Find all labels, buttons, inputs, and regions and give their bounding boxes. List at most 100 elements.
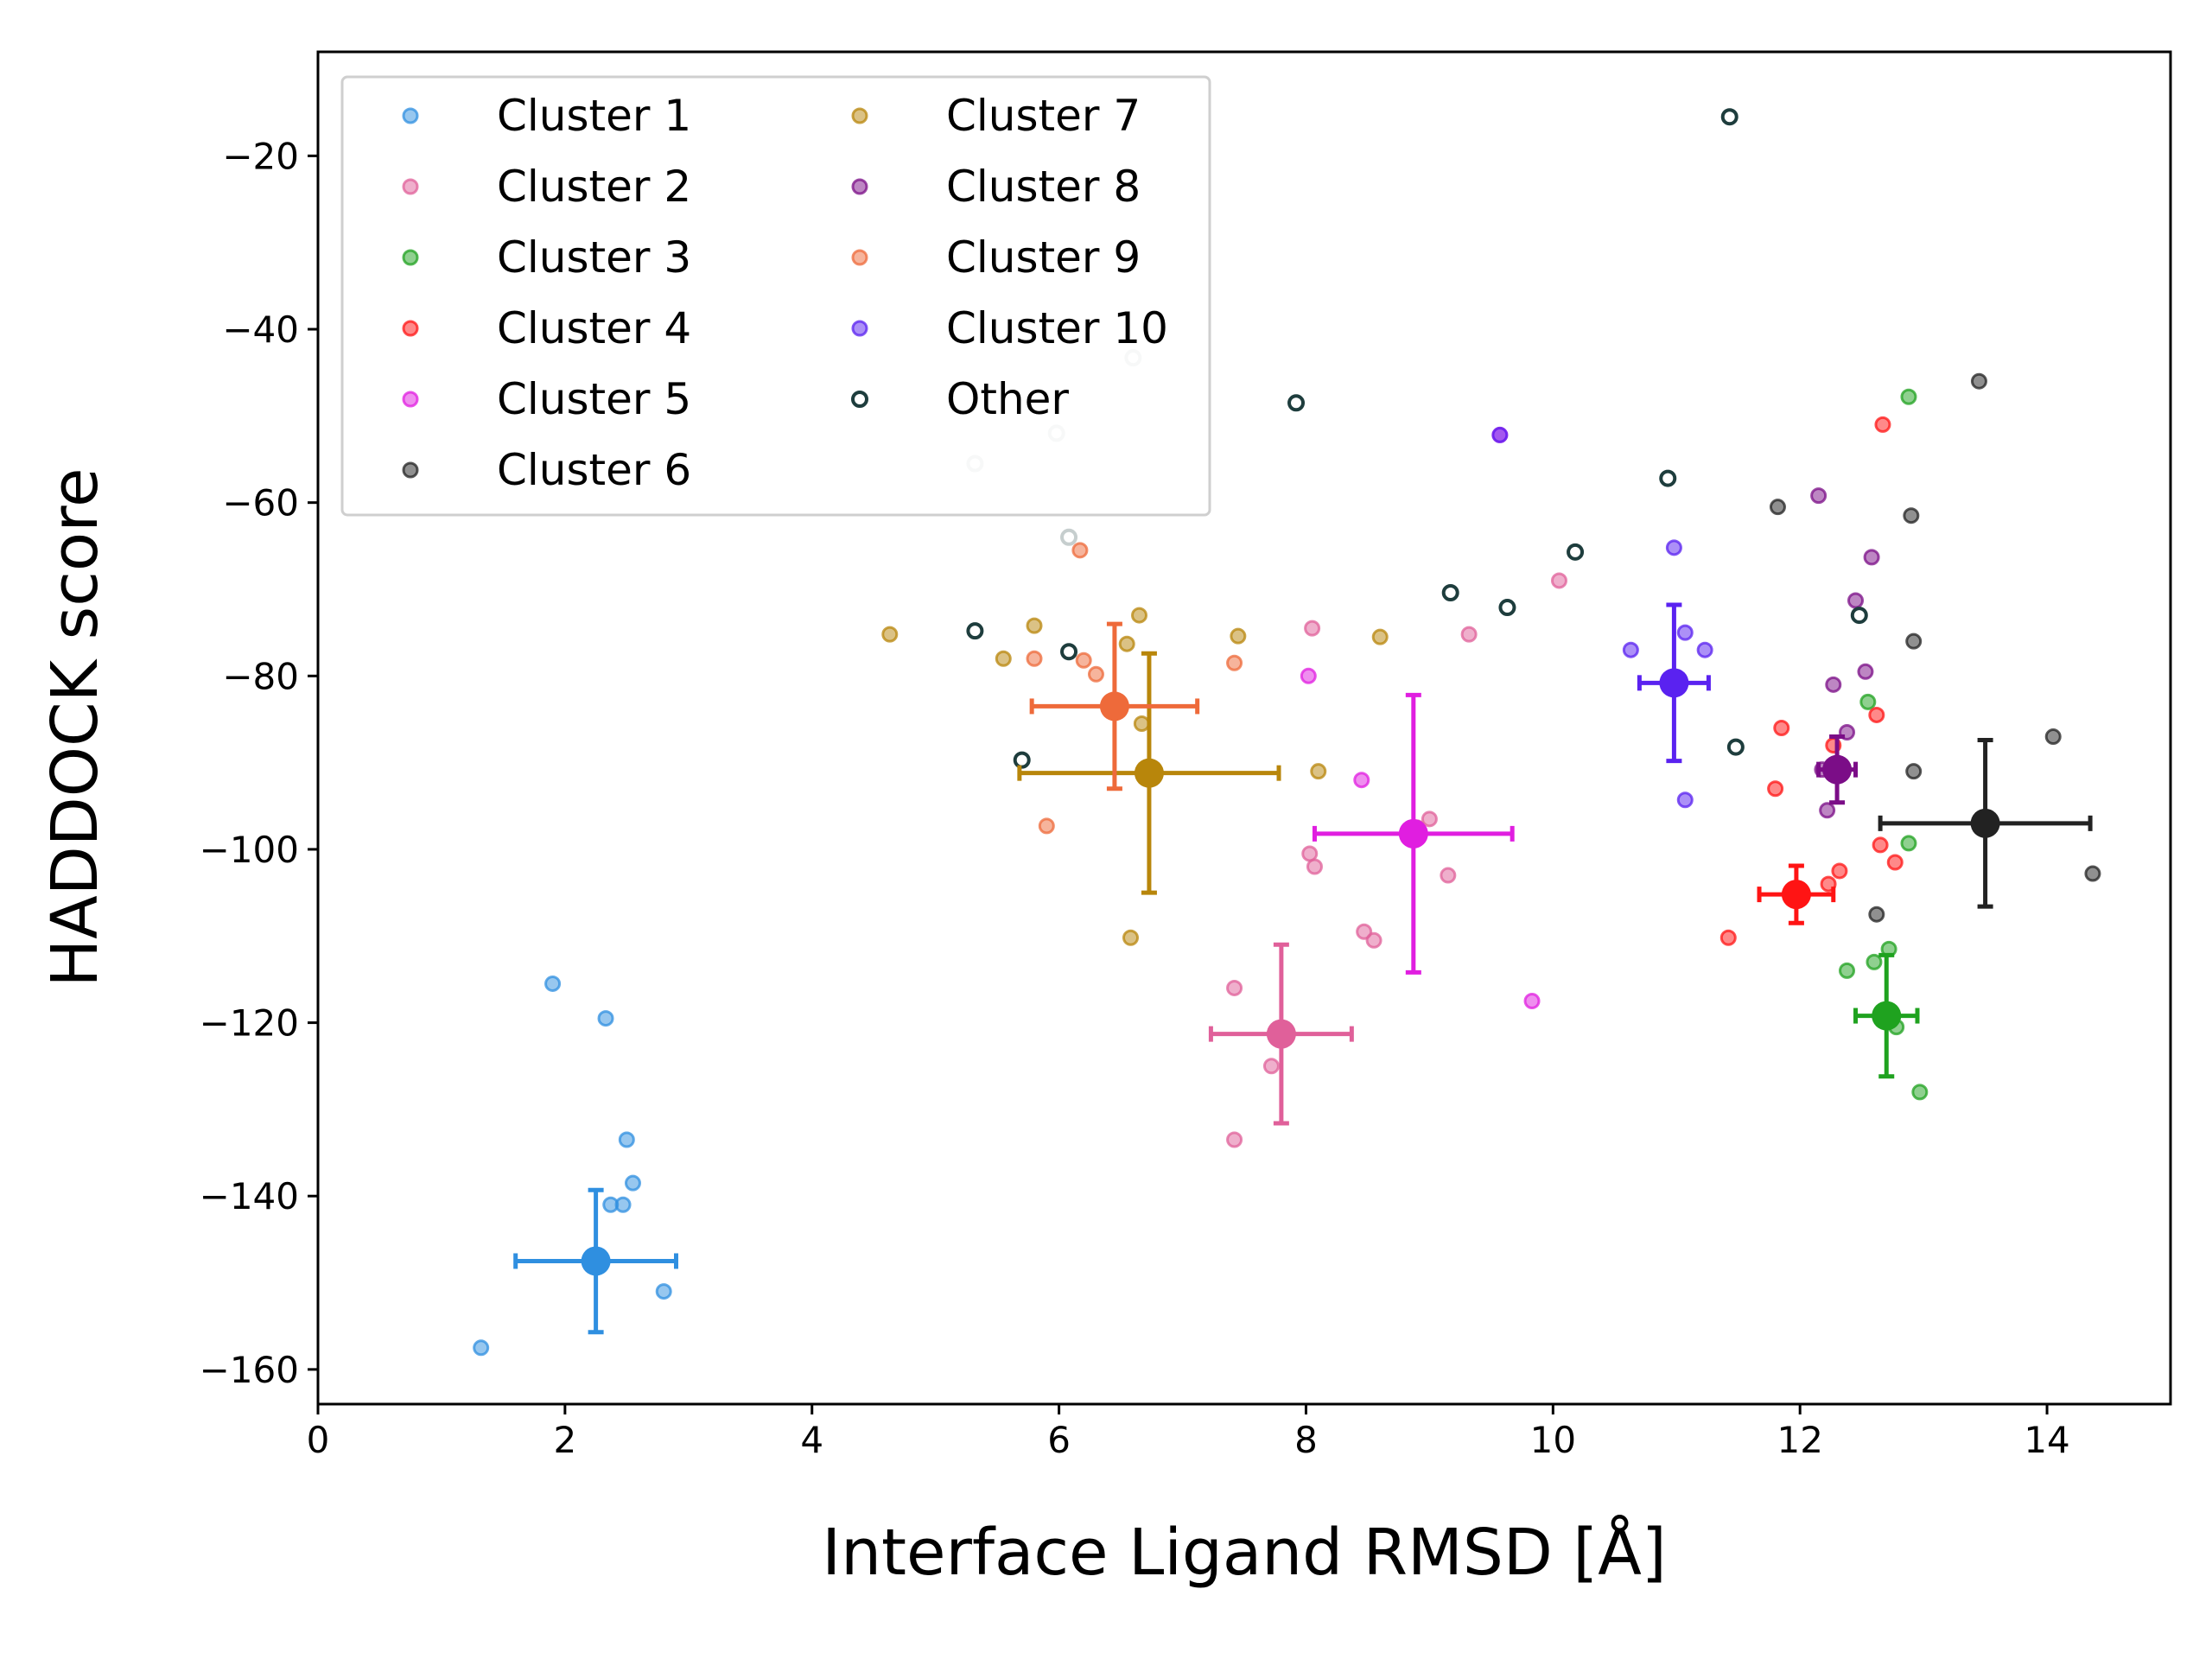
axes-frame — [316, 50, 2172, 1406]
data-point — [1819, 802, 1836, 819]
x-tick-label: 14 — [2024, 1419, 2069, 1461]
cluster-mean-marker — [1872, 1001, 1902, 1031]
cluster-mean-marker — [1099, 691, 1129, 721]
data-point — [1356, 923, 1373, 940]
data-point — [966, 622, 984, 640]
data-point — [1839, 962, 1856, 979]
data-point — [2044, 728, 2062, 746]
y-tick-label: −140 — [200, 1175, 299, 1217]
data-point — [881, 626, 899, 643]
data-point — [1421, 810, 1438, 828]
data-point — [1900, 388, 1917, 405]
data-point — [1720, 108, 1738, 126]
x-tick-label: 6 — [1047, 1419, 1071, 1461]
data-point — [1491, 426, 1509, 443]
data-point — [597, 1010, 614, 1027]
data-point — [1122, 929, 1140, 946]
data-point — [1262, 1058, 1280, 1075]
data-point — [1287, 394, 1306, 412]
legend-marker — [402, 178, 419, 195]
cluster-mean-marker — [1970, 808, 2000, 838]
legend-marker — [851, 107, 868, 124]
data-point — [1498, 599, 1516, 617]
data-point — [1226, 654, 1243, 671]
data-point — [1825, 676, 1842, 693]
x-tick-label: 4 — [800, 1419, 823, 1461]
data-point — [1872, 836, 1889, 854]
data-point — [1911, 1084, 1929, 1101]
data-point — [1847, 592, 1865, 609]
legend-marker — [851, 320, 868, 337]
x-tick-label: 0 — [307, 1419, 330, 1461]
legend-label: Cluster 3 — [497, 232, 691, 283]
data-point — [1523, 993, 1541, 1010]
data-point — [1810, 487, 1827, 505]
y-tick-label: −40 — [222, 308, 299, 351]
data-point — [1133, 715, 1150, 732]
legend-frame — [340, 75, 1211, 517]
cluster-mean-marker — [581, 1246, 611, 1276]
y-tick-label: −120 — [200, 1002, 299, 1045]
legend-marker — [402, 107, 419, 124]
data-point — [1868, 906, 1885, 923]
data-point — [1371, 628, 1389, 645]
data-point — [544, 975, 562, 992]
data-point — [1767, 780, 1784, 798]
data-point — [1905, 632, 1923, 650]
legend-marker — [851, 249, 868, 266]
legend-label: Cluster 5 — [497, 374, 691, 424]
data-point — [1900, 835, 1917, 852]
data-point — [1304, 620, 1321, 637]
data-point — [1866, 953, 1883, 970]
data-point — [1831, 862, 1848, 880]
data-point — [1903, 507, 1920, 524]
data-point — [1769, 499, 1786, 516]
data-point — [1026, 617, 1043, 634]
cluster-mean-marker — [1134, 758, 1164, 788]
legend-label: Cluster 6 — [497, 445, 691, 495]
data-point — [1353, 772, 1370, 789]
data-point — [1676, 791, 1694, 809]
data-point — [1874, 416, 1891, 433]
legend-marker — [851, 178, 868, 195]
data-point — [1060, 643, 1078, 661]
data-point — [1071, 542, 1089, 559]
data-point — [1306, 858, 1323, 875]
axis-ticks: 0 2 4 6 8 10 12 14 −20 −40 −60 −80 −100 −120 −140 −160 — [200, 135, 2070, 1461]
data-point — [2084, 865, 2101, 882]
data-point — [1131, 607, 1148, 624]
data-point — [1087, 665, 1104, 683]
data-point — [1226, 979, 1243, 996]
x-axis-label: Interface Ligand RMSD [Å] — [822, 1514, 1666, 1590]
legend-marker — [402, 320, 419, 337]
data-point — [1013, 751, 1031, 769]
data-point — [1226, 1131, 1243, 1148]
legend-label: Cluster 7 — [946, 91, 1141, 141]
x-tick-label: 10 — [1530, 1419, 1576, 1461]
data-point — [995, 650, 1012, 667]
data-point — [1038, 817, 1055, 835]
data-point — [1773, 720, 1790, 736]
data-point — [1026, 650, 1043, 667]
data-point — [624, 1174, 641, 1192]
data-point — [1850, 607, 1868, 625]
data-point — [1440, 867, 1457, 884]
legend-label: Cluster 10 — [946, 303, 1168, 353]
y-tick-label: −100 — [200, 829, 299, 871]
legend-marker — [851, 391, 868, 408]
legend-marker — [402, 391, 419, 408]
x-tick-label: 8 — [1294, 1419, 1318, 1461]
data-point — [614, 1196, 632, 1213]
data-point — [1868, 706, 1885, 723]
y-tick-label: −20 — [222, 135, 299, 177]
legend-label: Cluster 4 — [497, 303, 691, 353]
cluster-mean-marker — [1822, 754, 1853, 785]
y-axis-label: HADDOCK score — [38, 467, 112, 987]
legend: Cluster 1 Cluster 2 Cluster 3 Cluster 4 Clus… — [340, 75, 1211, 517]
data-point — [655, 1283, 672, 1300]
data-point — [1970, 372, 1987, 390]
cluster-mean-marker — [1266, 1019, 1296, 1049]
data-point — [1696, 641, 1713, 658]
legend-label: Other — [946, 374, 1069, 424]
